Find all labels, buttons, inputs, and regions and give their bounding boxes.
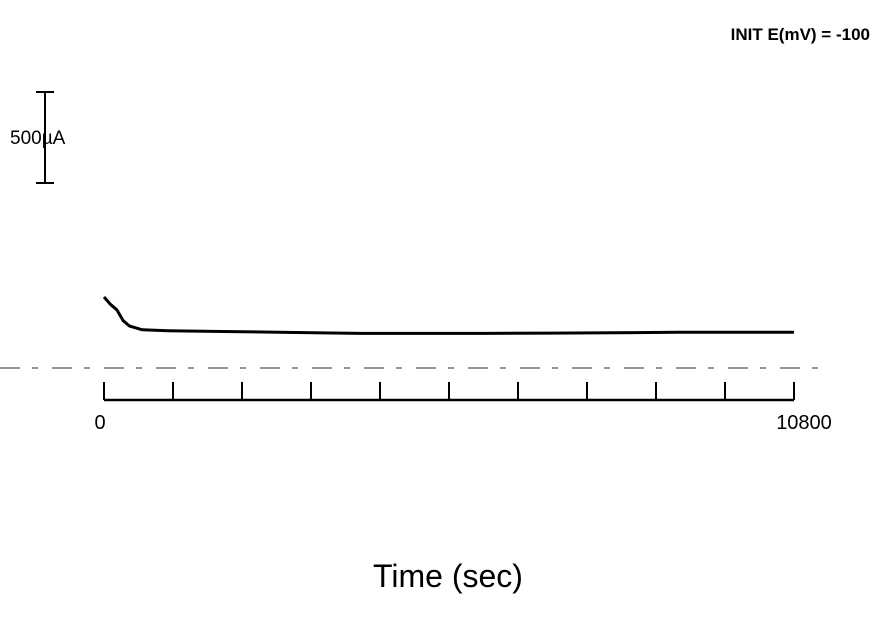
x-tick-label: 0	[94, 412, 105, 434]
current-trace-line	[102, 296, 794, 335]
current-scale-bar	[36, 91, 54, 184]
x-tick-label: 10800	[776, 412, 832, 434]
x-axis-tick-labels: 0 10800	[94, 412, 831, 434]
x-axis-ticks	[103, 382, 795, 400]
x-axis: 0 10800	[94, 382, 832, 434]
scale-bar-label: 500µA	[10, 128, 66, 149]
x-axis-title: Time (sec)	[373, 558, 523, 594]
init-potential-annotation: INIT E(mV) = -100	[731, 25, 870, 44]
